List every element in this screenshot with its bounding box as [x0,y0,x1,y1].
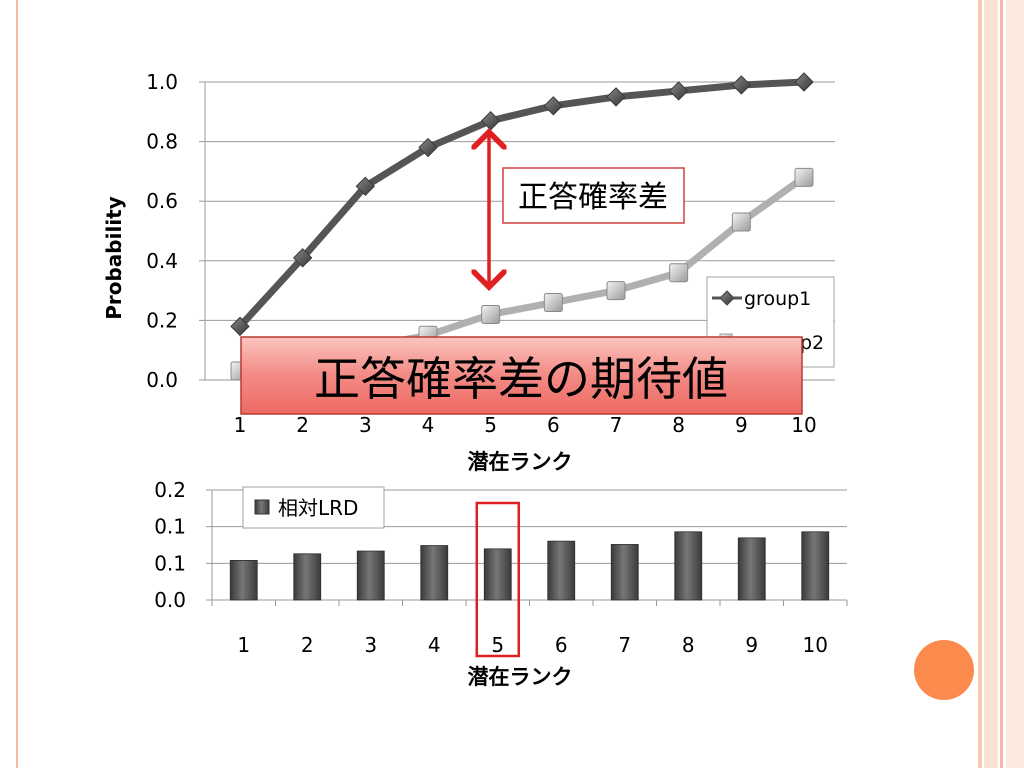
data-point-group1 [355,176,376,197]
legend-label-group1: group1 [744,288,811,310]
data-point-group1 [230,316,250,337]
data-point-group1 [731,75,752,95]
bar-rank-6 [547,540,576,601]
data-point-group1 [292,248,313,268]
data-point-group1 [543,96,564,116]
relative-lrd-bar-chart: 0.0 0.1 0.1 0.2 1 2 3 4 5 6 7 8 9 10 相対LRD 潜在ランク [154,478,848,689]
x-tick-label: 2 [301,633,314,657]
x-tick-label: 6 [555,633,568,657]
bar-rank-10 [801,531,830,601]
x-tick-label: 6 [547,413,560,437]
x-tick-label: 8 [672,413,685,437]
right-decor-stripe [1006,0,1024,768]
diamond-marker-icon [719,290,735,306]
x-tick-label: 2 [296,413,309,437]
bar-chart-bars [229,531,830,601]
line-chart-y-tick-labels: 0.0 0.2 0.4 0.6 0.8 1.0 [146,70,178,392]
data-point-group2 [794,167,814,187]
x-tick-label: 7 [618,633,631,657]
x-tick-label: 5 [491,633,504,657]
y-tick-label: 0.8 [146,130,178,154]
data-point-group2 [606,281,626,301]
x-tick-label: 3 [359,413,372,437]
x-tick-label: 3 [364,633,377,657]
y-tick-label: 0.1 [154,551,186,575]
data-point-group2 [669,263,689,283]
bar-rank-4 [420,545,449,601]
data-point-group2 [731,212,751,232]
bar-rank-8 [674,531,703,601]
x-axis-title: 潜在ランク [468,450,573,474]
legend-label-relative-lrd: 相対LRD [278,496,358,520]
right-decor-stripe [1000,0,1003,768]
data-point-group1 [794,72,814,92]
y-tick-label: 0.2 [146,308,178,332]
right-decor-stripe [978,0,982,768]
bar-rank-9 [737,537,766,601]
y-tick-label: 0.4 [146,249,178,273]
x-tick-label: 9 [735,413,748,437]
x-tick-label: 4 [422,413,435,437]
y-tick-label: 0.6 [146,189,178,213]
bar-chart-x-tick-labels: 1 2 3 4 5 6 7 8 9 10 [237,633,828,657]
bar-rank-2 [293,553,322,601]
y-tick-label: 0.1 [154,515,186,539]
highlight-box-rank-5 [475,501,520,658]
arrow-label: 正答確率差 [518,180,668,215]
series-line-group1 [237,78,805,329]
x-tick-label: 7 [610,413,623,437]
bar-rank-7 [610,544,639,601]
data-point-group1 [418,137,438,158]
arrow-label-box [502,167,685,224]
left-decor-stripe [16,0,18,768]
bar-rank-5 [483,548,512,601]
probability-difference-annotation: 正答確率差 [489,132,685,287]
data-point-group1 [668,81,689,101]
legend-label-group2: p2 [800,332,824,354]
probability-line-chart: 0.0 0.2 0.4 0.6 0.8 1.0 1 2 3 4 5 6 7 8 9 10 Probabili… [102,70,835,474]
expected-difference-banner: 正答確率差の期待値 [240,336,803,415]
data-point-group1 [606,87,626,107]
x-tick-label: 10 [803,633,828,657]
x-tick-label: 1 [234,413,247,437]
x-tick-label: 1 [237,633,250,657]
data-point-group2 [543,293,563,313]
bar-chart-legend: 相対LRD [242,486,385,529]
x-tick-label: 4 [428,633,441,657]
right-decor-stripe [984,0,998,768]
bar-chart-y-tick-labels: 0.0 0.1 0.1 0.2 [154,478,186,612]
x-tick-label: 10 [791,413,816,437]
x-axis-title: 潜在ランク [468,665,573,689]
x-tick-label: 8 [682,633,695,657]
line-chart-x-tick-labels: 1 2 3 4 5 6 7 8 9 10 [234,413,817,437]
bar-rank-1 [229,560,258,601]
bar-swatch-icon [254,499,270,515]
y-tick-label: 0.2 [154,478,186,502]
bar-rank-3 [356,550,385,601]
x-tick-label: 9 [745,633,758,657]
y-tick-label: 0.0 [146,368,178,392]
banner-title: 正答確率差の期待値 [314,352,728,406]
data-point-group2 [481,304,501,324]
y-tick-label: 0.0 [154,588,186,612]
y-tick-label: 1.0 [146,70,178,94]
orange-circle-decor [914,640,974,700]
y-axis-title: Probability [102,196,126,320]
legend-item-group1: group1 [712,288,811,310]
x-tick-label: 5 [484,413,497,437]
